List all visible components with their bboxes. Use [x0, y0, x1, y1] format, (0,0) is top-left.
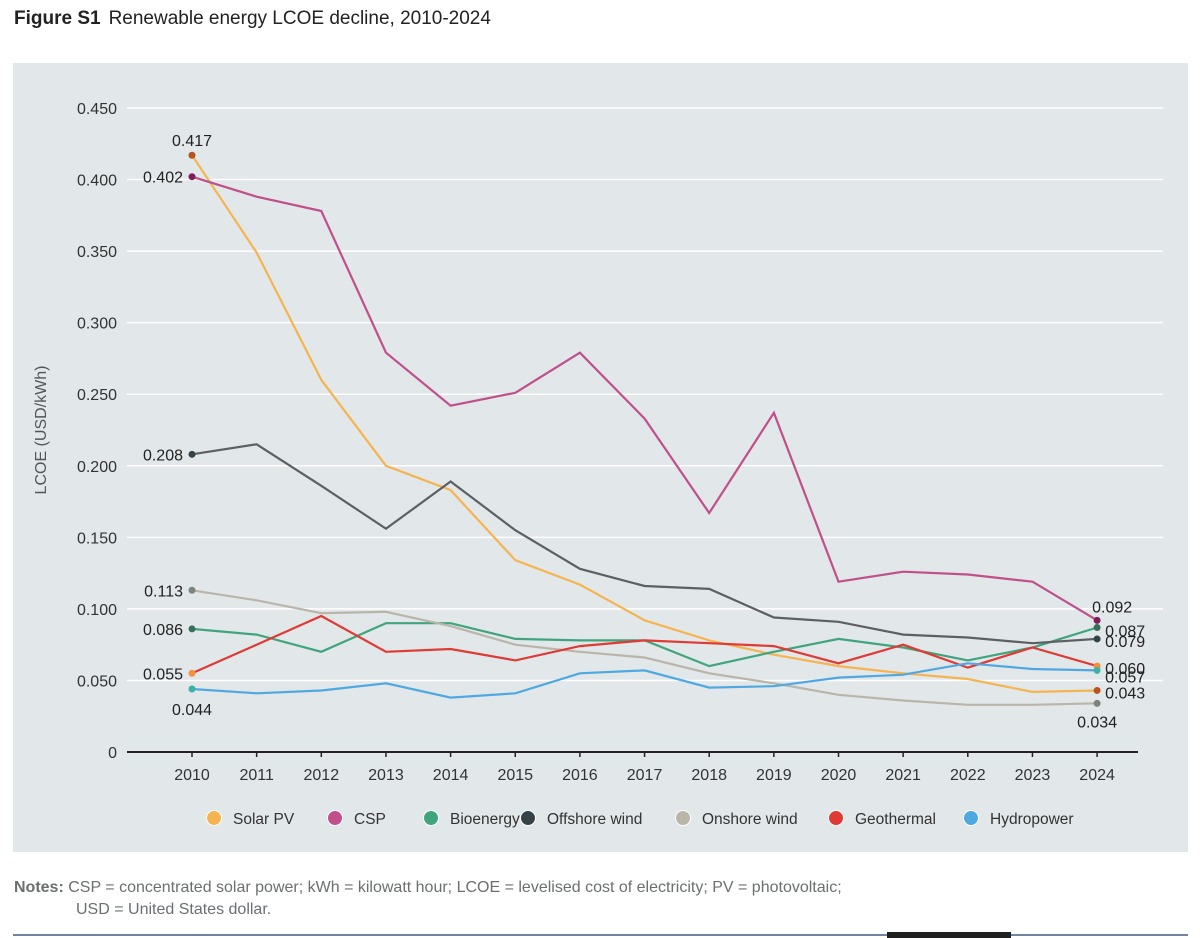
figure-number: Figure S1	[14, 8, 101, 29]
legend-label-solar-pv: Solar PV	[233, 811, 295, 828]
start-value-label-solar-pv: 0.417	[172, 133, 212, 150]
series-lines	[191, 154, 1098, 706]
y-tick-label: 0.200	[77, 459, 117, 476]
y-tick-label: 0.250	[77, 387, 117, 404]
series-line-onshore-wind	[191, 589, 1098, 706]
end-marker-solar-pv	[1093, 686, 1101, 694]
bottom-tab-marker	[887, 932, 1011, 938]
bottom-rule	[13, 934, 1188, 936]
notes-label: Notes:	[14, 879, 64, 896]
figure-title: Figure S1 Renewable energy LCOE decline, …	[14, 8, 491, 30]
end-value-label-geothermal: 0.060	[1105, 661, 1145, 678]
start-value-label-onshore-wind: 0.113	[144, 583, 183, 600]
legend-swatch-offshore-wind	[520, 810, 536, 826]
x-tick-label: 2013	[368, 767, 404, 784]
end-marker-bioenergy	[1093, 623, 1101, 631]
legend-label-bioenergy: Bioenergy	[450, 811, 520, 828]
y-tick-label: 0.100	[77, 602, 117, 619]
notes-line-2: USD = United States dollar.	[76, 901, 272, 918]
start-value-label-hydropower: 0.044	[172, 702, 212, 719]
start-value-label-geothermal: 0.055	[143, 666, 183, 683]
series-line-geothermal	[191, 614, 1098, 675]
legend-swatch-geothermal	[828, 810, 844, 826]
legend-swatch-solar-pv	[206, 810, 222, 826]
start-value-label-csp: 0.402	[143, 170, 183, 187]
y-axis-tick-labels: 0 0.050 0.100 0.150 0.200 0.250 0.300 0.350 0.40…	[77, 101, 117, 762]
legend-label-geothermal: Geothermal	[855, 811, 936, 828]
x-tick-label: 2019	[756, 767, 792, 784]
y-tick-label: 0.150	[77, 530, 117, 547]
chart-background	[13, 63, 1188, 852]
legend-swatch-bioenergy	[423, 810, 439, 826]
end-value-label-offshore-wind: 0.079	[1105, 634, 1145, 651]
x-tick-label: 2012	[304, 767, 340, 784]
start-marker-solar-pv	[188, 151, 196, 159]
legend-swatch-hydropower	[963, 810, 979, 826]
y-tick-label: 0.050	[77, 673, 117, 690]
x-tick-label: 2017	[627, 767, 663, 784]
end-marker-csp	[1093, 616, 1101, 624]
start-marker-hydropower	[188, 685, 196, 693]
end-marker-offshore-wind	[1093, 635, 1101, 643]
x-tick-label: 2015	[497, 767, 533, 784]
x-tick-label: 2014	[433, 767, 469, 784]
y-axis-label: LCOE (USD/kWh)	[33, 366, 50, 495]
x-tick-label: 2016	[562, 767, 598, 784]
y-tick-label: 0.300	[77, 316, 117, 333]
x-tick-label: 2021	[885, 767, 921, 784]
series-line-csp	[191, 175, 1098, 622]
x-tick-label: 2010	[174, 767, 210, 784]
start-marker-geothermal	[188, 669, 196, 677]
start-value-label-bioenergy: 0.086	[143, 622, 183, 639]
end-value-label-hydropower: 0.057	[1105, 669, 1145, 686]
series-line-solar-pv	[191, 154, 1098, 694]
legend-label-csp: CSP	[354, 811, 386, 828]
y-tick-label: 0.450	[77, 101, 117, 118]
series-line-hydropower	[191, 662, 1098, 699]
legend: Solar PV CSP Bioenergy Offshore wind Onshore…	[206, 810, 1074, 828]
series-line-offshore-wind	[191, 443, 1098, 645]
gridlines	[127, 107, 1163, 682]
end-value-label-onshore-wind: 0.034	[1077, 714, 1117, 731]
end-marker-onshore-wind	[1093, 699, 1101, 707]
legend-label-offshore-wind: Offshore wind	[547, 811, 642, 828]
data-labels: 0.417 0.043 0.402 0.092 0.086 0.087 0.208 0.079…	[143, 133, 1145, 731]
y-tick-label: 0	[108, 745, 117, 762]
start-marker-offshore-wind	[188, 450, 196, 458]
start-marker-onshore-wind	[188, 586, 196, 594]
x-tick-label: 2022	[950, 767, 986, 784]
end-value-label-solar-pv: 0.043	[1105, 685, 1145, 702]
end-value-label-csp: 0.092	[1092, 599, 1132, 616]
notes-line-1: CSP = concentrated solar power; kWh = ki…	[68, 879, 842, 896]
y-tick-label: 0.400	[77, 173, 117, 190]
end-value-label-bioenergy: 0.087	[1105, 623, 1145, 640]
end-marker-hydropower	[1093, 666, 1101, 674]
figure-title-text: Renewable energy LCOE decline, 2010-2024	[108, 8, 491, 29]
x-tick-label: 2018	[691, 767, 727, 784]
x-tick-label: 2024	[1079, 767, 1115, 784]
x-tick-label: 2020	[821, 767, 857, 784]
series-line-bioenergy	[191, 622, 1098, 668]
legend-label-hydropower: Hydropower	[990, 811, 1074, 828]
legend-swatch-csp	[327, 810, 343, 826]
y-tick-label: 0.350	[77, 244, 117, 261]
start-marker-csp	[188, 173, 196, 181]
notes: Notes: CSP = concentrated solar power; k…	[14, 877, 842, 921]
legend-swatch-onshore-wind	[675, 810, 691, 826]
x-axis: 2010 2011 2012 2013 2014 2015 2016 2017 2018 2019…	[127, 751, 1138, 784]
legend-label-onshore-wind: Onshore wind	[702, 811, 798, 828]
x-tick-label: 2011	[239, 767, 274, 784]
start-value-label-offshore-wind: 0.208	[143, 447, 183, 464]
start-marker-bioenergy	[188, 625, 196, 633]
x-tick-label: 2023	[1015, 767, 1051, 784]
